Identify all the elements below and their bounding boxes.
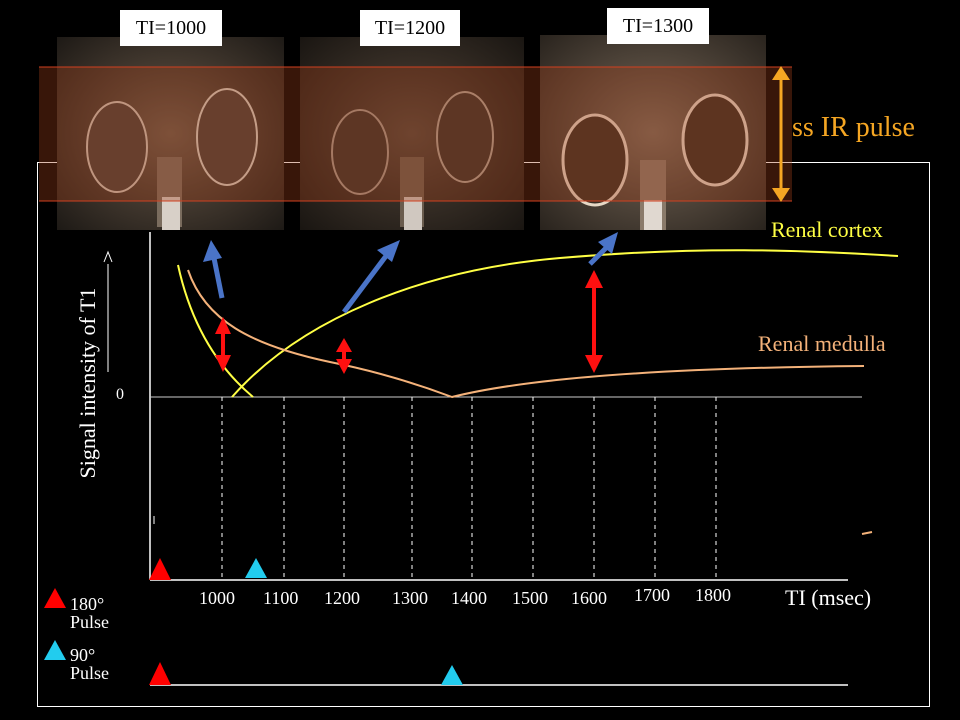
ti-label-1300: TI=1300	[607, 8, 709, 44]
legend-180-degree: 180°	[70, 594, 105, 614]
x-tick-1700: 1700	[634, 585, 670, 605]
blue-arrow-to-ti1200	[342, 240, 400, 314]
marker-180-axis	[149, 558, 171, 580]
x-tick-1300: 1300	[392, 588, 428, 608]
renal-medulla-label: Renal medulla	[758, 331, 886, 356]
legend-180-word: Pulse	[70, 612, 110, 632]
red-difference-arrow-2	[336, 338, 352, 374]
mri-image-ti1200	[300, 37, 524, 230]
legend-90-degree: 90°	[70, 645, 96, 665]
x-axis-label: TI (msec)	[785, 585, 872, 610]
mri-image-ti1000	[57, 37, 284, 230]
ir-pulse-label: ss IR pulse	[792, 112, 915, 143]
legend-180-marker	[44, 588, 66, 608]
x-tick-1800: 1800	[695, 585, 731, 605]
y-axis-label: Signal intensity of T1	[75, 287, 100, 479]
x-tick-1600: 1600	[571, 588, 607, 608]
red-difference-arrow-1	[215, 317, 231, 372]
legend-90-marker	[44, 640, 66, 660]
y-axis-indicator-arrowhead	[103, 250, 113, 263]
zero-label: 0	[116, 386, 124, 403]
legend-90-word: Pulse	[70, 663, 110, 683]
ti-label-1000: TI=1000	[120, 10, 222, 46]
medulla-curve	[187, 269, 865, 399]
ir-slab-overlay	[39, 67, 792, 201]
ti-gridlines	[221, 397, 717, 580]
frame-tick-right	[861, 531, 873, 535]
x-tick-1200: 1200	[324, 588, 360, 608]
marker-180-timeline	[149, 662, 171, 685]
x-tick-1000: 1000	[199, 588, 235, 608]
ti-label-1200: TI=1200	[360, 10, 460, 46]
cortex-curve	[177, 249, 899, 398]
x-tick-1400: 1400	[451, 588, 487, 608]
blue-arrow-to-ti1000	[203, 240, 225, 299]
red-difference-arrow-3	[585, 270, 603, 373]
marker-90-axis	[245, 558, 267, 578]
marker-90-timeline	[441, 665, 463, 685]
x-tick-1500: 1500	[512, 588, 548, 608]
ir-pulse-arrow	[772, 66, 790, 202]
renal-cortex-label: Renal cortex	[771, 217, 883, 242]
x-tick-1100: 1100	[263, 588, 299, 608]
blue-arrow-to-ti1300	[588, 232, 618, 266]
